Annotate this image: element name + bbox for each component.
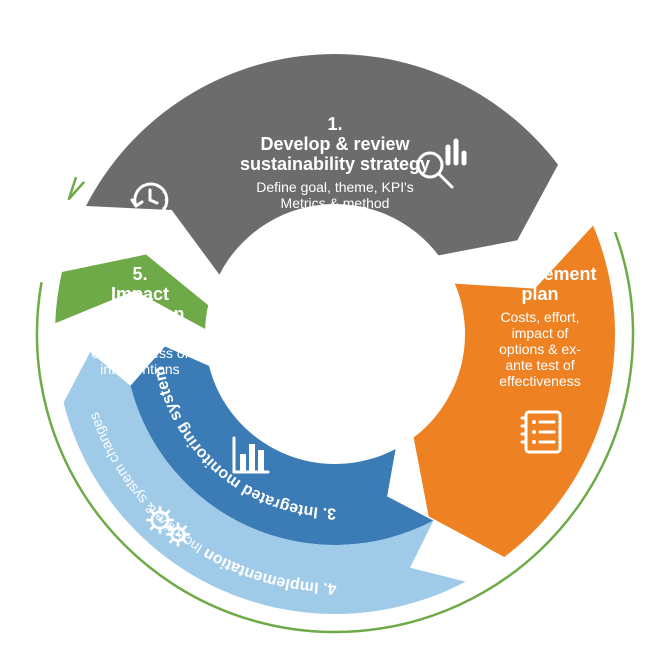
- segment-title-line: evaluation: [95, 304, 184, 324]
- segment-title-line: sustainability strategy: [240, 154, 430, 174]
- inner-hole: [206, 205, 464, 463]
- segment-sub-line: effectiveness of: [91, 345, 188, 361]
- segment-number: 1.: [327, 114, 342, 134]
- segment-sub-line: impact of: [512, 325, 569, 341]
- segment-number: 2.: [532, 244, 547, 264]
- segment-sub-line: effectiveness: [499, 373, 580, 389]
- process-cycle-diagram: 1.Develop & reviewsustainability strateg…: [0, 0, 670, 668]
- segment-sub-line: interventions: [100, 361, 179, 377]
- segment-title-line: Develop & review: [260, 134, 410, 154]
- segment-title-line: Impact: [111, 284, 169, 304]
- segment-sub-line: Define goal, theme, KPI's: [256, 179, 414, 195]
- segment-number: 5.: [132, 264, 147, 284]
- segment-sub-line: options & ex-: [499, 341, 581, 357]
- segment-sub-line: Ex-post test: [103, 329, 177, 345]
- segment-title-line: Improvement: [483, 264, 596, 284]
- outer-guide-arrowhead: [69, 178, 84, 199]
- segment-sub-line: ante test of: [505, 357, 574, 373]
- cycle-svg: 1.Develop & reviewsustainability strateg…: [0, 0, 670, 668]
- segment-sub-line: Costs, effort,: [500, 309, 579, 325]
- segment-title-line: plan: [521, 284, 558, 304]
